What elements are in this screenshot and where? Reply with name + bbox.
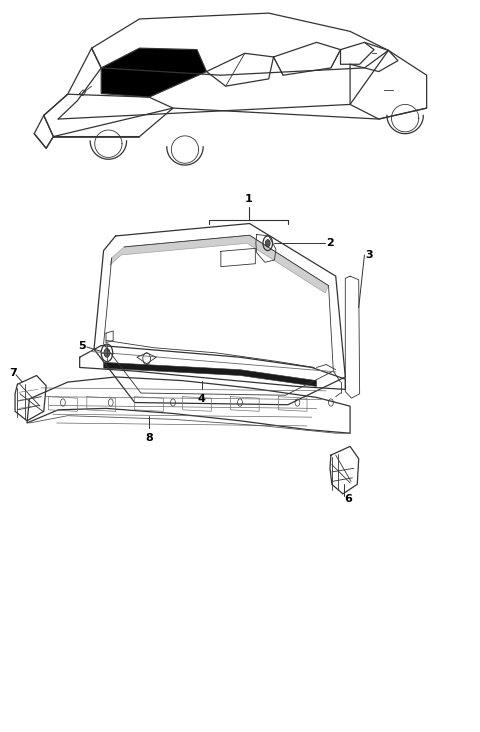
Polygon shape — [110, 235, 328, 293]
Text: 4: 4 — [198, 394, 205, 404]
Text: 5: 5 — [78, 340, 86, 351]
Circle shape — [265, 239, 270, 247]
Text: 8: 8 — [145, 433, 153, 443]
Text: 7: 7 — [9, 368, 17, 378]
Text: 6: 6 — [344, 494, 352, 504]
Circle shape — [104, 348, 110, 357]
Text: 3: 3 — [365, 250, 373, 260]
Polygon shape — [104, 362, 317, 386]
Text: 1: 1 — [245, 194, 252, 203]
Text: 2: 2 — [326, 238, 334, 248]
Polygon shape — [101, 48, 206, 97]
